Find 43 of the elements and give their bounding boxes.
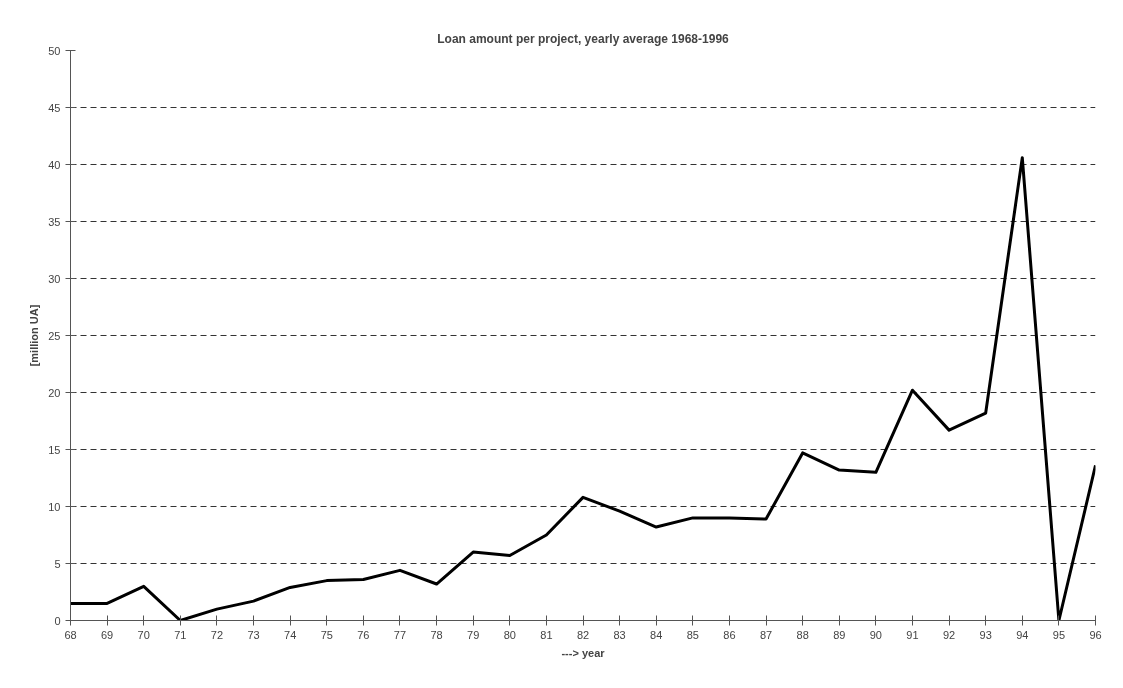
x-tick-label: 70 [137,628,150,641]
x-tick-label: 95 [1052,628,1066,641]
x-tick-label: 87 [759,628,773,641]
y-tick-label: 30 [48,272,61,285]
y-tick-label: 40 [48,158,61,171]
chart-title: Loan amount per project, yearly average 1968-1996 [437,31,730,46]
y-axis-title: [million UA] [28,304,41,367]
x-tick-label: 88 [796,628,809,641]
y-tick-label: 15 [48,443,61,456]
x-tick-label: 83 [613,628,626,641]
y-tick-label: 20 [48,386,61,399]
y-tick-label: 5 [54,557,61,570]
x-tick-label: 81 [540,628,553,641]
x-tick-label: 75 [320,628,333,641]
x-axis-title: ---> year [561,646,606,659]
x-tick-label: 74 [284,628,297,641]
y-tick-label: 45 [48,101,61,114]
x-tick-label: 68 [64,628,77,641]
x-tick-label: 96 [1089,628,1102,641]
x-tick-label: 73 [247,628,260,641]
x-tick-label: 71 [174,628,187,641]
x-tick-label: 91 [906,628,919,641]
y-tick-label: 25 [48,329,61,342]
y-tick-label: 0 [54,614,61,627]
x-tick-label: 90 [869,628,882,641]
x-tick-label: 79 [467,628,480,641]
x-tick-label: 84 [650,628,663,641]
x-tick-label: 80 [503,628,516,641]
x-tick-label: 82 [576,628,590,641]
x-tick-label: 94 [1016,628,1029,641]
x-tick-label: 92 [942,628,956,641]
x-tick-label: 85 [686,628,699,641]
x-tick-label: 93 [979,628,992,641]
x-tick-label: 86 [723,628,736,641]
x-tick-label: 69 [100,628,114,641]
x-tick-label: 77 [393,628,407,641]
x-tick-label: 78 [430,628,443,641]
y-tick-label: 10 [48,500,61,513]
x-tick-label: 89 [833,628,846,641]
x-tick-label: 76 [357,628,370,641]
y-tick-label: 50 [48,44,61,57]
y-tick-label: 35 [48,215,61,228]
x-tick-label: 72 [210,628,224,641]
